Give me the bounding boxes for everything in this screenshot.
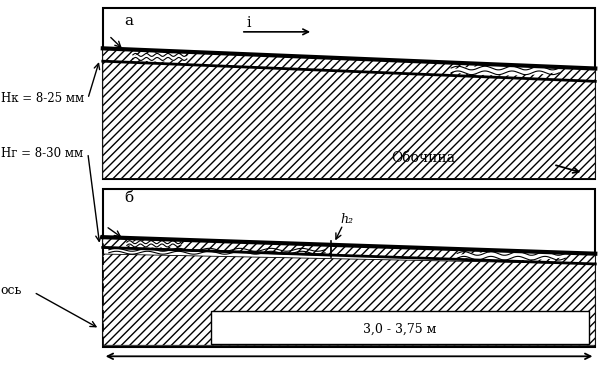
Polygon shape bbox=[103, 61, 595, 178]
Polygon shape bbox=[331, 245, 595, 264]
Text: h₂: h₂ bbox=[340, 213, 353, 226]
Text: 3,0 - 3,75 м: 3,0 - 3,75 м bbox=[364, 323, 437, 336]
Ellipse shape bbox=[133, 53, 187, 61]
Text: Hг = 8-30 мм: Hг = 8-30 мм bbox=[1, 146, 83, 159]
Polygon shape bbox=[103, 237, 331, 255]
Text: Hк = 8-25 мм: Hк = 8-25 мм bbox=[1, 92, 84, 105]
Text: a: a bbox=[124, 14, 133, 28]
Text: ось: ось bbox=[1, 284, 22, 297]
Ellipse shape bbox=[127, 240, 181, 248]
Polygon shape bbox=[103, 48, 595, 81]
Text: i: i bbox=[247, 16, 252, 30]
Polygon shape bbox=[103, 254, 595, 345]
Bar bbox=[211, 311, 589, 344]
Text: б: б bbox=[124, 191, 133, 205]
Text: Обочина: Обочина bbox=[391, 151, 455, 165]
Ellipse shape bbox=[451, 66, 559, 75]
Bar bbox=[103, 190, 595, 347]
Ellipse shape bbox=[457, 252, 565, 260]
Bar bbox=[103, 8, 595, 178]
